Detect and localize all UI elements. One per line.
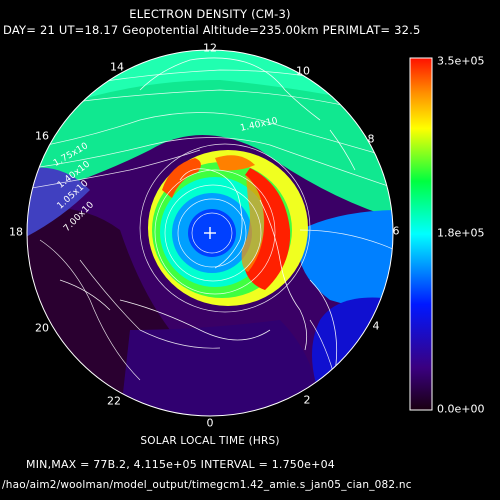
polar-disc [27, 50, 393, 416]
hour-label-22: 22 [107, 394, 121, 408]
hour-label-18: 18 [9, 225, 23, 239]
hour-label-12: 12 [203, 41, 217, 55]
hour-label-2: 2 [303, 393, 311, 407]
file-path: /hao/aim2/woolman/model_output/timegcm1.… [2, 479, 412, 491]
hour-label-10: 10 [296, 64, 310, 78]
colorbar-tick-max: 3.5e+05 [437, 54, 485, 68]
hour-label-16: 16 [35, 129, 49, 143]
figure-subtitle: DAY= 21 UT=18.17 Geopotential Altitude=2… [3, 23, 421, 37]
colorbar-tick-min: 0.0e+00 [437, 402, 485, 416]
hour-label-8: 8 [367, 132, 375, 146]
colorbar-tick-mid: 1.8e+05 [437, 226, 485, 240]
hour-label-4: 4 [372, 319, 380, 333]
hour-label-20: 20 [35, 321, 49, 335]
hour-label-0: 0 [206, 416, 214, 430]
min-max-stats: MIN,MAX = 77B.2, 4.115e+05 INTERVAL = 1.… [26, 458, 335, 471]
colorbar [409, 57, 433, 411]
polar-disc-outline [26, 49, 394, 417]
figure-title: ELECTRON DENSITY (CM-3) [129, 7, 291, 21]
hour-label-6: 6 [392, 224, 400, 238]
x-axis-label: SOLAR LOCAL TIME (HRS) [140, 435, 280, 447]
hour-label-14: 14 [110, 60, 124, 74]
